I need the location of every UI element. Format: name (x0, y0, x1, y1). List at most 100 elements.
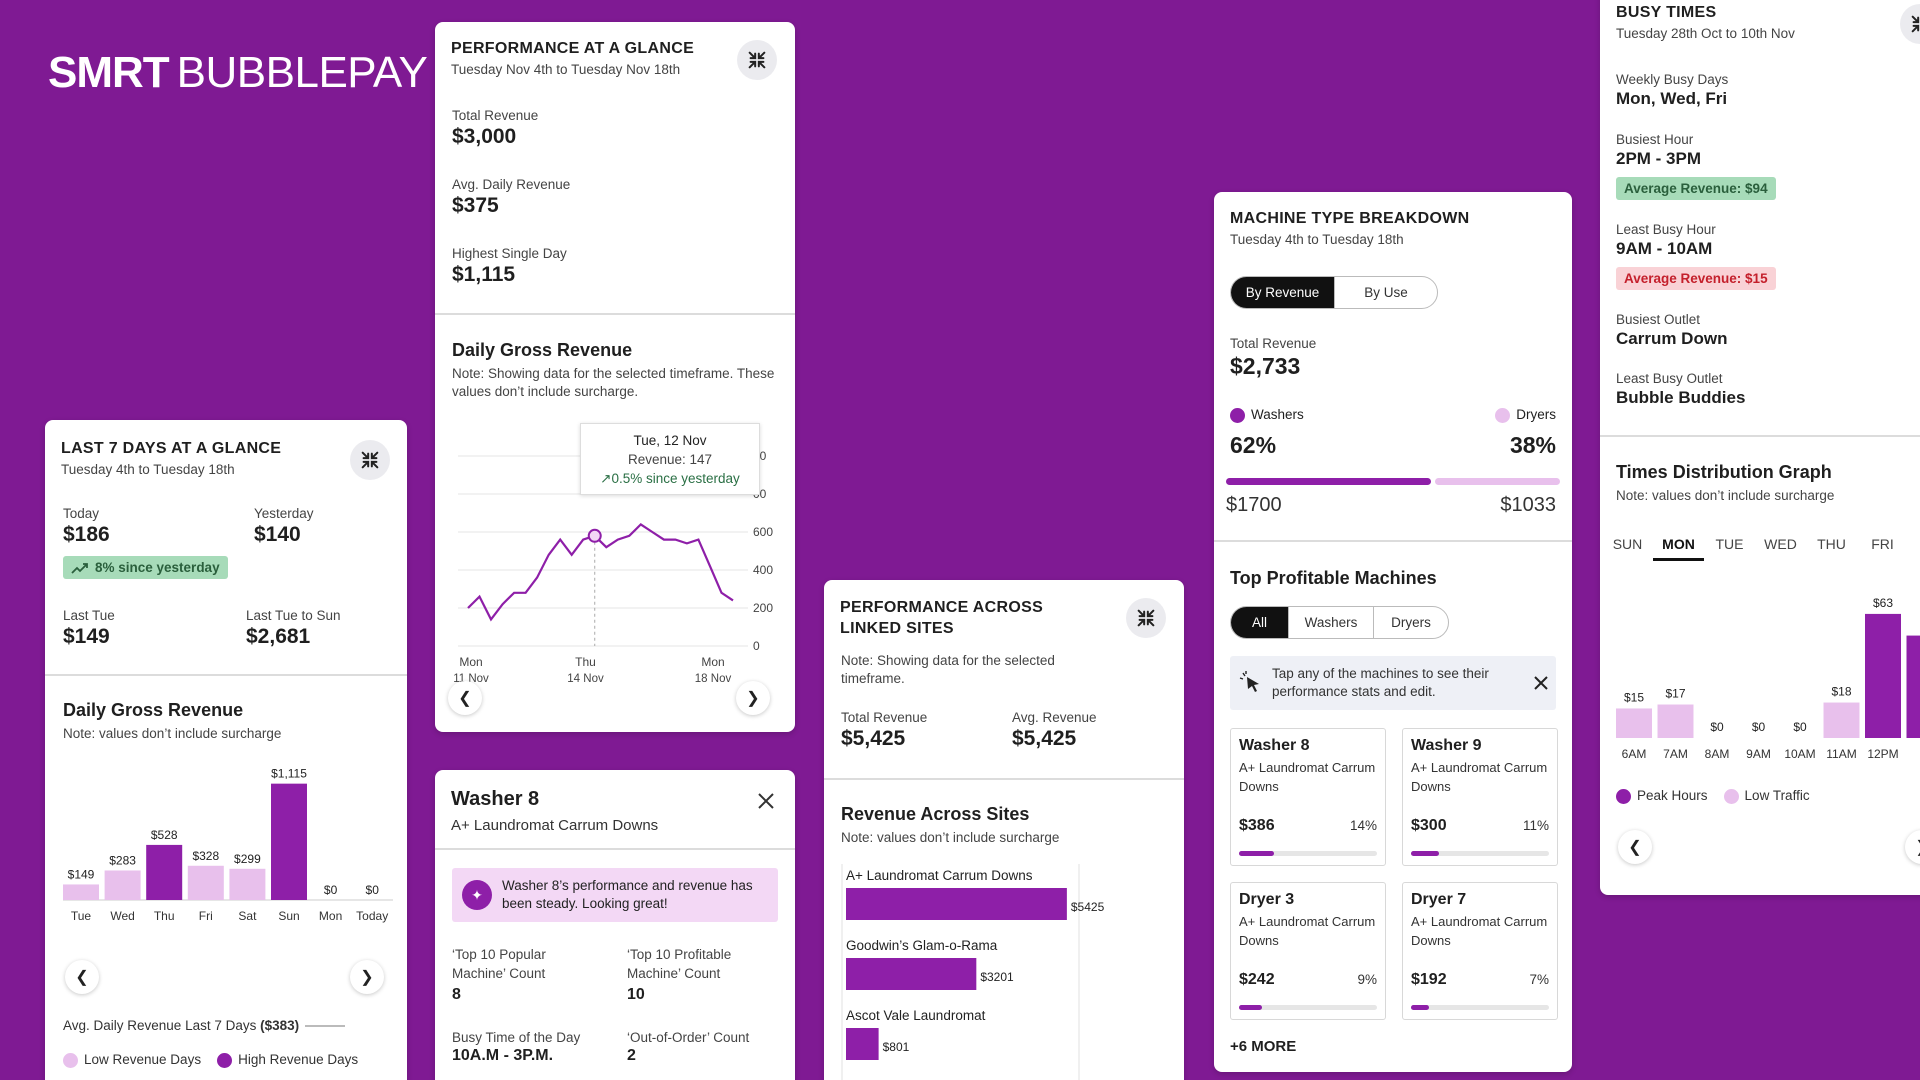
collapse-button[interactable] (737, 40, 777, 80)
chart-note: Note: Showing data for the selected time… (452, 366, 775, 400)
tab-tue[interactable]: TUE (1715, 536, 1744, 552)
divider (824, 778, 1184, 780)
collapse-button[interactable] (1900, 4, 1920, 44)
least-hour-label: Least Busy Hour (1616, 222, 1716, 237)
bar-value-label: $1,115 (271, 767, 307, 781)
profitable-count-stat: ‘Top 10 Profitable Machine’ Count 10 (627, 946, 777, 1004)
avg-label: Avg. Daily Revenue (452, 177, 571, 192)
collapse-button[interactable] (1126, 598, 1166, 638)
bar (63, 884, 99, 900)
x-tick-label: Mon (701, 655, 724, 669)
tab-sun[interactable]: SUN (1612, 536, 1643, 552)
light-dot-icon (1723, 788, 1739, 804)
legend-high-text: High Revenue Days (238, 1052, 359, 1067)
machine-breakdown-card: MACHINE TYPE BREAKDOWN Tuesday 4th to Tu… (1214, 192, 1572, 1072)
prev-button[interactable]: ❮ (65, 960, 99, 994)
chevron-left-icon: ❮ (75, 969, 89, 986)
graph-title: Times Distribution Graph (1616, 462, 1832, 482)
bar (104, 870, 141, 900)
weekly-label: Weekly Busy Days (1616, 72, 1729, 87)
avg-value: $375 (452, 194, 499, 217)
tab-by-use[interactable]: By Use (1364, 285, 1408, 300)
washers-amount: $1700 (1226, 494, 1282, 516)
machine-card[interactable]: Dryer 3 A+ Laundromat Carrum Downs $242 9… (1230, 882, 1386, 1020)
machine-share-bar (1239, 851, 1377, 856)
tooltip-change-text: 0.5% since yesterday (611, 470, 740, 486)
high-value: $1,115 (452, 263, 516, 286)
hint-banner: Tap any of the machines to see their per… (1230, 656, 1556, 710)
prof-value: 10 (627, 985, 645, 1003)
legend-low: Low Traffic (1723, 788, 1810, 804)
next-button[interactable]: ❯ (1905, 830, 1920, 864)
bar-value-label: $0 (1793, 720, 1807, 734)
washers-legend: Washers (1230, 407, 1304, 423)
bar (846, 888, 1067, 920)
close-icon[interactable] (1534, 676, 1548, 690)
prev-button[interactable]: ❮ (1618, 830, 1652, 864)
light-dot-icon (63, 1052, 78, 1068)
least-busy-outlet: Least Busy Outlet Bubble Buddies (1616, 371, 1745, 408)
busiest-avg-badge: Average Revenue: $94 (1616, 177, 1776, 200)
more-machines-link[interactable]: +6 MORE (1230, 1038, 1297, 1055)
insight-text: Washer 8’s performance and revenue has b… (502, 877, 753, 911)
tab-thu[interactable]: THU (1817, 536, 1846, 552)
filter-washers[interactable]: Washers (1289, 607, 1374, 638)
bar-value-label: $528 (151, 828, 178, 842)
x-tick-label: Thu (575, 655, 596, 669)
prev-button[interactable]: ❮ (448, 681, 482, 715)
filter-dryers[interactable]: Dryers (1391, 615, 1431, 630)
chart-tooltip: Tue, 12 Nov Revenue: 147 ↗0.5% since yes… (580, 423, 760, 495)
tab-by-revenue[interactable]: By Revenue (1231, 277, 1335, 308)
busiest-outlet-label: Busiest Outlet (1616, 312, 1701, 327)
split-bar (1226, 478, 1560, 485)
series-line (467, 522, 734, 622)
dryers-legend: Dryers (1495, 407, 1556, 423)
collapse-button[interactable] (350, 440, 390, 480)
hint-text: Tap any of the machines to see their per… (1272, 665, 1489, 699)
divider (45, 674, 407, 676)
y-tick-label: 200 (753, 601, 773, 615)
machine-pct: 11% (1522, 818, 1549, 833)
tab-mon[interactable]: MON (1653, 536, 1704, 561)
washer-title: Washer 8 (451, 788, 540, 810)
popular-count-stat: ‘Top 10 Popular Machine’ Count 8 (452, 946, 602, 1004)
last-7-days-card: LAST 7 DAYS AT A GLANCE Tuesday 4th to T… (45, 420, 407, 1080)
machine-card[interactable]: Washer 8 A+ Laundromat Carrum Downs $386… (1230, 728, 1386, 866)
avg-revenue-stat: Avg. Daily Revenue $375 (452, 177, 570, 218)
chevron-left-icon: ❮ (1628, 839, 1642, 856)
revenue-use-toggle: By Revenue By Use (1230, 276, 1438, 309)
next-button[interactable]: ❯ (736, 681, 770, 715)
legend: Peak Hours Low Traffic (1616, 788, 1810, 804)
bar (846, 1028, 879, 1060)
dryers-bar (1435, 478, 1560, 485)
busiest-outlet: Busiest Outlet Carrum Down (1616, 312, 1727, 349)
filter-all[interactable]: All (1231, 607, 1289, 638)
tab-sat[interactable]: S (1908, 536, 1920, 561)
close-button[interactable] (753, 788, 779, 814)
dryers-pct: 38% (1509, 432, 1556, 458)
site-label: Goodwin’s Glam-o-Rama (846, 938, 998, 953)
logo-light: BUBBLEPAY (176, 48, 428, 97)
least-busy-hour: Least Busy Hour 9AM - 10AM Average Reven… (1616, 222, 1776, 290)
machine-card[interactable]: Washer 9 A+ Laundromat Carrum Downs $300… (1402, 728, 1558, 866)
machine-share-fill (1239, 851, 1275, 856)
washers-label: Washers (1251, 407, 1304, 422)
bar-value-label: $0 (1710, 720, 1724, 734)
bar-value-label: $5425 (1071, 900, 1105, 914)
collapse-icon (1911, 15, 1920, 33)
card-title: MACHINE TYPE BREAKDOWN (1230, 210, 1470, 227)
dark-dot-icon (217, 1052, 233, 1068)
machine-card[interactable]: Dryer 7 A+ Laundromat Carrum Downs $192 7… (1402, 882, 1558, 1020)
prof-label: ‘Top 10 Profitable Machine’ Count (627, 947, 732, 981)
least-avg-badge: Average Revenue: $15 (1616, 267, 1776, 290)
total-label: Total Revenue (841, 710, 928, 725)
busy-time-stat: Busy Time of the Day 10A.M - 3P.M. (452, 1030, 580, 1065)
bar-value-label: $0 (366, 883, 380, 897)
close-icon (758, 793, 774, 809)
next-button[interactable]: ❯ (350, 960, 384, 994)
tab-fri[interactable]: FRI (1871, 536, 1894, 552)
avg-line (305, 1024, 346, 1027)
tab-wed[interactable]: WED (1764, 536, 1797, 552)
bar (1906, 635, 1920, 738)
legend-high: High Revenue Days (217, 1052, 358, 1068)
